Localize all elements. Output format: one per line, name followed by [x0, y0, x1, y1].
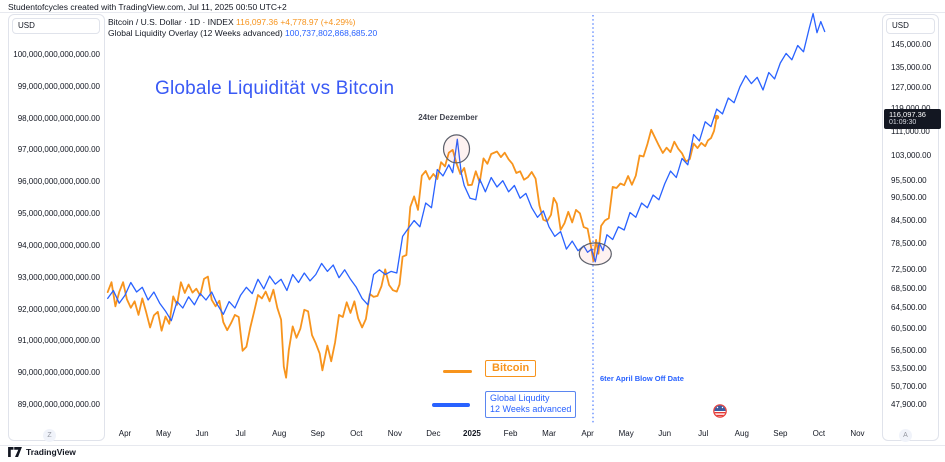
left-axis-label: 92,000,000,000,000.00	[17, 304, 100, 314]
right-axis-label: 90,500.00	[891, 193, 927, 203]
time-axis-label[interactable]: Oct	[812, 429, 826, 438]
left-axis-label: 95,000,000,000,000.00	[17, 209, 100, 219]
right-axis-label: 47,900.00	[891, 400, 927, 409]
left-price-scale-pane[interactable]: USD	[8, 14, 105, 441]
symbol-change: +4,778.97 (+4.29%)	[280, 17, 356, 27]
left-axis-label: 91,000,000,000,000.00	[17, 336, 100, 346]
symbol-legend-row-liquidity[interactable]: Global Liquidity Overlay (12 Weeks advan…	[108, 28, 377, 38]
liquidity-legend-box: Global Liqudity 12 Weeks advanced	[485, 391, 577, 418]
us-flag-event-icon[interactable]	[713, 404, 727, 418]
symbol-legend-row-bitcoin[interactable]: Bitcoin / U.S. Dollar · 1D · INDEX 116,0…	[108, 17, 355, 27]
left-axis-tick-labels: 100,000,000,000,000.00 99,000,000,000,000…	[8, 0, 100, 462]
liquidity-legend-line1: Global Liqudity	[490, 393, 550, 403]
bitcoin-legend-box: Bitcoin	[485, 360, 537, 377]
time-axis-label[interactable]: Jul	[235, 429, 246, 438]
time-axis-label[interactable]: Feb	[503, 429, 518, 438]
left-axis-label: 94,000,000,000,000.00	[17, 240, 100, 250]
time-axis-label[interactable]: Aug	[734, 429, 749, 438]
time-axis-label[interactable]: Jul	[698, 429, 709, 438]
left-axis-currency-label: USD	[12, 18, 100, 34]
left-axis-label: 98,000,000,000,000.00	[17, 113, 100, 123]
time-axis-label[interactable]: Jun	[195, 429, 209, 438]
december-annotation-label: 24ter Dezember	[418, 113, 478, 122]
chart-annotation-title: Globale Liquidität vs Bitcoin	[155, 78, 395, 99]
left-axis-label: 90,000,000,000,000.00	[17, 368, 100, 378]
right-axis-label: 135,000.00	[891, 63, 932, 73]
right-axis-label: 56,500.00	[891, 346, 927, 356]
time-axis-label[interactable]: 2025	[463, 429, 481, 438]
left-axis-label: 97,000,000,000,000.00	[17, 145, 100, 155]
right-axis-label: 103,000.00	[891, 151, 932, 161]
left-axis-label: 89,000,000,000,000.00	[17, 399, 100, 409]
bitcoin-legend-swatch	[443, 370, 472, 373]
last-price-badge: 116,097.36 01:09:30	[884, 109, 941, 129]
series-line-liquidity	[107, 12, 826, 322]
right-axis-label: 84,500.00	[891, 215, 927, 225]
left-axis-label: 96,000,000,000,000.00	[17, 177, 100, 187]
timezone-button[interactable]: Z	[43, 429, 56, 442]
liquidity-legend-swatch	[432, 403, 470, 407]
bitcoin-last-point-dot	[714, 114, 720, 120]
right-axis-label: 60,500.00	[891, 324, 927, 334]
left-axis-label: 93,000,000,000,000.00	[17, 272, 100, 282]
time-axis-label[interactable]: Oct	[350, 429, 363, 438]
right-axis-tick-labels: 145,000.00 135,000.00 127,000.00 119,000.00…	[882, 0, 939, 462]
credit-text: Studentofcycles created with TradingView…	[8, 2, 287, 12]
time-axis-label[interactable]: Apr	[581, 429, 594, 438]
auto-scale-button[interactable]: A	[899, 429, 912, 442]
header-separator	[0, 12, 945, 13]
time-axis-label[interactable]: Aug	[272, 429, 287, 438]
time-axis-label[interactable]: Jun	[658, 429, 672, 438]
right-axis-label: 64,500.00	[891, 303, 927, 313]
time-axis-label[interactable]: Nov	[387, 429, 402, 438]
series-line-bitcoin	[106, 116, 718, 379]
footer-separator	[0, 445, 945, 446]
april-low-circle	[578, 242, 612, 266]
time-axis-label[interactable]: Sep	[773, 429, 788, 438]
right-axis-label: 119,000.00	[891, 104, 930, 113]
time-axis-label[interactable]: May	[618, 429, 634, 438]
right-axis-label: 78,500.00	[891, 239, 927, 249]
tradingview-logo-icon	[8, 447, 22, 457]
right-axis-label: 50,700.00	[891, 381, 927, 391]
badge-price: 116,097.36	[889, 110, 926, 119]
right-axis-label: 68,500.00	[891, 283, 927, 293]
right-axis-label: 111,000.00	[891, 126, 930, 136]
left-axis-label: 100,000,000,000,000.00	[13, 50, 100, 59]
right-price-scale-pane[interactable]: USD	[882, 14, 939, 441]
overlay-value: 100,737,802,868,685.20	[285, 28, 378, 38]
time-axis-label[interactable]: Apr	[118, 429, 132, 438]
right-axis-currency-label: USD	[886, 18, 935, 34]
time-axis-label[interactable]: May	[155, 429, 172, 438]
right-axis-label: 145,000.00	[891, 40, 932, 49]
badge-countdown: 01:09:30	[889, 119, 917, 126]
right-axis-label: 95,500.00	[891, 175, 927, 185]
right-axis-label: 53,500.00	[891, 364, 927, 374]
time-axis-label[interactable]: Sep	[310, 429, 325, 438]
liquidity-legend-line2: 12 Weeks advanced	[490, 404, 572, 414]
symbol-title: Bitcoin / U.S. Dollar · 1D · INDEX	[108, 17, 234, 27]
right-axis-label: 72,500.00	[891, 265, 927, 275]
right-axis-label: 127,000.00	[891, 83, 932, 93]
time-axis-label[interactable]: Mar	[542, 429, 556, 438]
tradingview-brand-label: TradingView	[26, 447, 76, 457]
december-peak-circle	[442, 134, 471, 164]
april-blowoff-annotation-label: 6ter April Blow Off Date	[600, 374, 684, 383]
left-axis-label: 99,000,000,000,000.00	[17, 81, 100, 91]
symbol-last-price: 116,097.36	[236, 17, 278, 27]
overlay-title: Global Liquidity Overlay (12 Weeks advan…	[108, 28, 283, 38]
time-axis-label[interactable]: Nov	[850, 429, 865, 438]
footer-brand[interactable]: TradingView	[8, 447, 76, 457]
time-axis-label[interactable]: Dec	[426, 429, 441, 438]
